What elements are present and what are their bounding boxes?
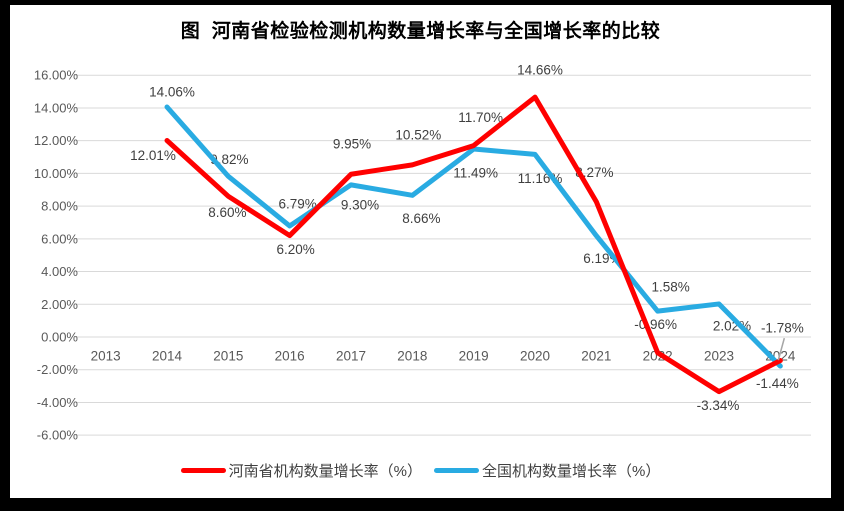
data-label: 11.49% (453, 166, 498, 181)
legend-swatch-henan-icon (180, 468, 226, 473)
y-tick-label: 2.00% (41, 297, 78, 312)
legend: 河南省机构数量增长率（%） 全国机构数量增长率（%） (10, 460, 831, 481)
x-tick-label: 2014 (152, 349, 183, 364)
y-tick-label: 14.00% (34, 100, 79, 115)
x-tick-label: 2015 (213, 349, 243, 364)
chart-canvas: 图 河南省检验检测机构数量增长率与全国增长率的比较 16.00% 14.00% 12… (10, 5, 831, 498)
x-tick-label: 2013 (91, 349, 121, 364)
y-tick-label: -4.00% (37, 395, 79, 410)
legend-swatch-national-icon (434, 468, 479, 473)
legend-label-national: 全国机构数量增长率（%） (482, 463, 661, 480)
label-leader-line (777, 337, 786, 361)
legend-item-national: 全国机构数量增长率（%） (434, 460, 660, 481)
x-tick-label: 2018 (397, 349, 427, 364)
y-tick-label: 4.00% (41, 264, 78, 279)
y-tick-label: 6.00% (41, 231, 78, 246)
data-label: 9.95% (333, 137, 371, 152)
data-label: -1.78% (761, 321, 804, 336)
chart-title: 图 河南省检验检测机构数量增长率与全国增长率的比较 (180, 21, 661, 42)
data-label: -1.44% (756, 376, 799, 391)
data-label: 11.70% (458, 110, 503, 125)
data-label: -0.96% (634, 317, 677, 332)
y-tick-label: 12.00% (34, 133, 79, 148)
x-tick-label: 2019 (459, 349, 489, 364)
x-tick-label: 2016 (275, 349, 305, 364)
y-tick-label: 8.00% (41, 199, 78, 214)
data-label: 8.66% (402, 211, 440, 226)
data-label: -3.34% (697, 398, 740, 413)
y-tick-label: 16.00% (34, 68, 79, 83)
data-label: 6.20% (277, 242, 315, 257)
data-label: 1.58% (652, 280, 690, 295)
y-tick-label: 0.00% (41, 330, 78, 345)
y-tick-label: -6.00% (37, 428, 79, 443)
data-label: 6.79% (279, 196, 317, 211)
series-line-0 (164, 94, 783, 395)
series-line-1 (164, 104, 783, 369)
data-label: 14.06% (149, 84, 195, 99)
data-label: 8.27% (575, 165, 613, 180)
x-tick-label: 2021 (581, 349, 611, 364)
data-label: 9.30% (341, 197, 379, 212)
plot-area: 16.00% 14.00% 12.00% 10.00% 8.00% 6.00% 4.00% 2… (34, 63, 811, 443)
y-tick-label: -2.00% (37, 362, 79, 377)
data-label: 14.66% (517, 63, 563, 78)
y-tick-label: 10.00% (34, 166, 79, 181)
legend-label-henan: 河南省机构数量增长率（%） (228, 463, 422, 480)
data-label: 8.60% (208, 205, 246, 220)
data-label: 10.52% (395, 127, 441, 142)
data-label: 12.01% (130, 148, 176, 163)
x-tick-label: 2020 (520, 349, 550, 364)
x-tick-label: 2023 (704, 349, 734, 364)
legend-item-henan: 河南省机构数量增长率（%） (180, 460, 422, 481)
x-tick-label: 2017 (336, 349, 366, 364)
